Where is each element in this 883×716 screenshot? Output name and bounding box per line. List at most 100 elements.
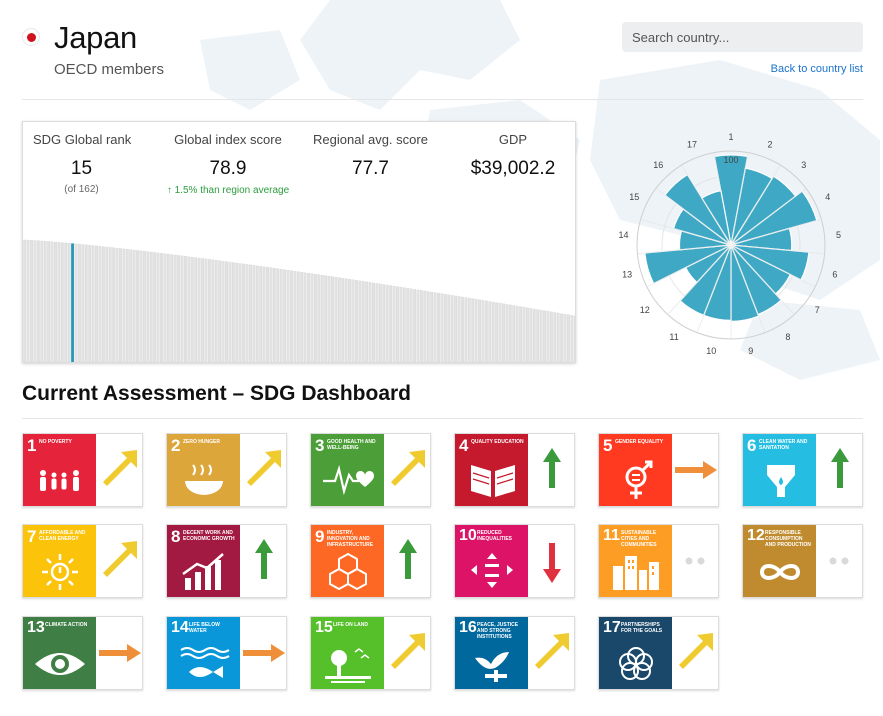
eye-icon	[35, 653, 85, 675]
country-rank-bar	[184, 256, 187, 362]
sdg-goal-tile[interactable]: 16 Peace, justice and strong institutions	[454, 616, 575, 690]
country-rank-bar	[166, 253, 170, 362]
trend-down-arrow-icon	[543, 543, 561, 583]
sdg-goal-icon: 12 Responsible consumption and production	[743, 525, 816, 597]
country-rank-bar	[60, 242, 64, 362]
country-rank-bar	[358, 280, 362, 362]
radar-goal-label: 12	[640, 305, 650, 315]
trend-up-arrow-icon	[543, 448, 561, 488]
country-rank-bar	[101, 246, 105, 362]
sdg-goal-number: 16	[459, 619, 477, 636]
sdg-goal-icon: 14 Life below water	[167, 617, 240, 689]
radar-goal-label: 1	[728, 132, 733, 142]
highlighted-country-bar	[71, 243, 75, 362]
sdg-goal-tile[interactable]: 10 Reduced inequalities	[454, 524, 575, 598]
radar-spoke	[730, 219, 822, 246]
country-rank-bar	[419, 290, 423, 362]
radar-goal-label: 8	[785, 332, 790, 342]
sdg-goal-icon: 7 Affordable and clean energy	[23, 525, 96, 597]
country-rank-bar	[115, 247, 119, 362]
country-rank-bar	[331, 276, 334, 362]
dashboard-title: Current Assessment – SDG Dashboard	[22, 382, 412, 405]
radar-spoke	[730, 152, 749, 246]
radar-goal-label: 11	[669, 332, 678, 342]
country-rank-bar	[259, 266, 263, 362]
radar-spoke	[637, 244, 732, 254]
sdg-goal-tile[interactable]: 6 Clean water and sanitation	[742, 433, 863, 507]
country-rank-bar	[495, 302, 499, 362]
sdg-goal-tile[interactable]: 4 Quality education	[454, 433, 575, 507]
radar-spoke	[640, 219, 732, 246]
country-rank-bar	[303, 272, 307, 362]
radar-goal-label: 4	[825, 192, 830, 202]
sdg-goal-tile[interactable]: 9 Industry, innovation and infrastructure	[310, 524, 431, 598]
back-to-country-list-link[interactable]: Back to country list	[770, 63, 863, 75]
sdg-goal-tile[interactable]: 14 Life below water	[166, 616, 287, 690]
sdg-goal-tile[interactable]: 2 Zero hunger	[166, 433, 287, 507]
search-country-input[interactable]	[622, 22, 863, 52]
country-rank-bar	[197, 257, 201, 362]
country-rank-bar	[389, 285, 393, 362]
sdg-goal-name: Industry, innovation and infrastructure	[327, 530, 374, 548]
country-rank-bar	[122, 248, 126, 362]
country-rank-bar	[307, 272, 310, 362]
country-rank-bar	[293, 271, 297, 362]
country-rank-bar	[344, 278, 348, 362]
sdg-goal-tile[interactable]: 11 Sustainable cities and communities	[598, 524, 719, 598]
country-rank-bar	[201, 258, 204, 362]
stat-label: GDP	[498, 132, 528, 147]
sdg-goal-tile[interactable]: 7 Affordable and clean energy	[22, 524, 143, 598]
sdg-goal-number: 5	[603, 436, 613, 455]
country-rank-bar	[238, 263, 242, 362]
country-rank-bar	[406, 288, 410, 362]
sdg-goal-tile[interactable]: 13 Climate action	[22, 616, 143, 690]
country-rank-bar	[214, 260, 218, 362]
country-rank-bar	[170, 254, 174, 362]
fish-icon	[180, 647, 230, 678]
radar-spoke	[667, 244, 732, 315]
country-rank-bar	[430, 291, 434, 362]
country-rank-bar	[515, 305, 519, 362]
sdg-goal-tile[interactable]: 3 Good health and well-being	[310, 433, 431, 507]
sdg-goal-tile[interactable]: 15 Life on land	[310, 616, 431, 690]
country-rank-bar	[40, 240, 44, 362]
country-rank-bar	[413, 289, 416, 362]
sdg-goal-icon: 1 No poverty	[23, 434, 96, 506]
country-rank-bar	[74, 243, 78, 362]
radar-goal-label: 7	[815, 305, 820, 315]
trend-up-arrow-icon	[399, 539, 417, 579]
no-trend-data-icon	[685, 557, 705, 565]
sdg-goal-name: Sustainable cities and communities	[621, 530, 657, 548]
sdg-goal-number: 1	[27, 436, 37, 455]
country-rank-bar	[242, 263, 245, 362]
sdg-goal-tile[interactable]: 5 Gender equality	[598, 433, 719, 507]
sdg-goal-icon: 3 Good health and well-being	[311, 434, 384, 506]
tree-icon	[325, 648, 371, 683]
stat-label: Regional avg. score	[313, 132, 428, 147]
country-rank-bar	[450, 295, 454, 362]
sdg-goal-tile[interactable]: 1 No poverty	[22, 433, 143, 507]
country-rank-bar	[365, 281, 369, 362]
sdg-goal-tile[interactable]: 8 Decent work and economic growth	[166, 524, 287, 598]
country-rank-bar	[471, 298, 475, 362]
sdg-goal-tile[interactable]: 17 Partnerships for the goals	[598, 616, 719, 690]
sdg-goal-number: 7	[27, 527, 37, 546]
country-rank-bar	[570, 315, 574, 362]
country-rank-bar	[508, 304, 512, 362]
country-rank-bar	[255, 265, 259, 362]
radar-goal-label: 9	[748, 346, 753, 356]
cubes-icon	[329, 552, 367, 591]
country-rank-bar	[225, 261, 228, 362]
country-rank-bar	[112, 247, 116, 362]
sdg-goal-number: 9	[315, 527, 325, 546]
radar-spoke	[696, 244, 732, 333]
sdg-goal-tile[interactable]: 12 Responsible consumption and production	[742, 524, 863, 598]
book-icon	[471, 465, 515, 497]
country-rank-bar	[160, 253, 163, 362]
country-rank-bar	[372, 282, 375, 362]
sdg-goal-name: Life on land	[333, 622, 368, 628]
sdg-goal-number: 4	[459, 436, 469, 455]
trend-up-right-arrow-icon	[679, 633, 713, 669]
equality-icon	[471, 553, 513, 588]
trend-right-arrow-icon	[243, 644, 285, 662]
